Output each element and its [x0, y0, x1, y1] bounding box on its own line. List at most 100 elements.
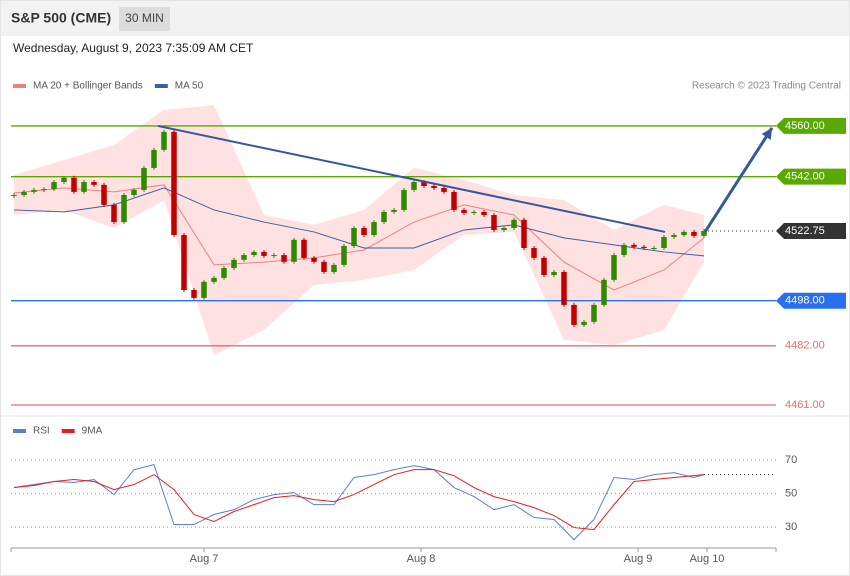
candle — [491, 215, 497, 230]
candle — [21, 191, 27, 195]
candle — [661, 236, 667, 248]
legend-label: MA 20 + Bollinger Bands — [33, 81, 143, 92]
legend-swatch — [154, 84, 168, 88]
candle — [651, 247, 657, 249]
line — [13, 469, 705, 531]
candle — [331, 264, 337, 272]
x-tick-label: Aug 7 — [190, 553, 219, 565]
candle — [51, 182, 57, 190]
arrow — [703, 127, 774, 233]
candle — [81, 182, 87, 192]
line — [13, 464, 705, 541]
candle — [511, 219, 517, 228]
trendline — [157, 124, 666, 233]
candle — [251, 251, 257, 256]
interval-badge[interactable] — [119, 7, 170, 31]
y-tick-label: 70 — [785, 454, 797, 466]
candle — [361, 227, 367, 236]
level-tag — [776, 168, 846, 185]
candle — [701, 230, 707, 236]
level-label: 4498.00 — [785, 295, 825, 307]
candle — [121, 194, 127, 223]
candle — [41, 189, 47, 191]
candle — [691, 231, 697, 236]
candle — [211, 277, 217, 282]
candle — [61, 177, 67, 183]
candle — [141, 167, 147, 190]
instrument-title: S&P 500 (CME) — [11, 10, 111, 26]
candle — [351, 227, 357, 247]
candle — [401, 189, 407, 210]
candle — [441, 187, 447, 192]
bollinger-band — [14, 105, 704, 356]
candle — [531, 247, 537, 258]
candle — [371, 222, 377, 236]
candle — [591, 304, 597, 322]
candle — [341, 246, 347, 265]
candle — [191, 289, 197, 298]
level-tag — [776, 222, 846, 239]
candle — [481, 211, 487, 216]
candle — [601, 279, 607, 305]
moving-average — [13, 187, 705, 257]
candle — [91, 182, 97, 185]
level-label: 4482.00 — [785, 340, 825, 352]
candle — [311, 257, 317, 262]
candle — [561, 271, 567, 305]
moving-average — [13, 184, 705, 291]
timestamp: Wednesday, August 9, 2023 7:35:09 AM CET — [13, 41, 254, 55]
candle — [201, 281, 207, 298]
candle — [431, 185, 437, 188]
candle — [551, 271, 557, 276]
candle — [671, 235, 677, 237]
level-label: 4560.00 — [785, 120, 825, 132]
candle — [301, 239, 307, 258]
candle — [421, 182, 427, 186]
y-tick-label: 30 — [785, 521, 797, 533]
candle — [581, 321, 587, 325]
x-tick-label: Aug 9 — [624, 553, 653, 565]
credit: Research © 2023 Trading Central — [692, 81, 841, 92]
legend-label: 9MA — [82, 426, 103, 437]
candle — [31, 189, 37, 192]
candle — [151, 149, 157, 168]
candle — [181, 235, 187, 290]
level-label: 4522.75 — [785, 225, 825, 237]
x-tick-label: Aug 8 — [407, 553, 436, 565]
candle — [521, 219, 527, 248]
candle — [171, 131, 177, 236]
candle — [241, 255, 247, 260]
candle — [131, 189, 137, 195]
candle — [571, 304, 577, 325]
candle — [71, 177, 77, 192]
x-tick-label: Aug 10 — [690, 553, 725, 565]
candle — [461, 209, 467, 214]
candle — [391, 209, 397, 212]
candle — [321, 261, 327, 272]
candle — [271, 255, 277, 257]
level-tag — [776, 117, 846, 134]
level-tag — [776, 292, 846, 309]
level-label: 4461.00 — [785, 399, 825, 411]
candle — [611, 255, 617, 280]
candle — [281, 255, 287, 262]
candle — [501, 227, 507, 230]
candle — [541, 257, 547, 276]
candle — [641, 246, 647, 248]
candle — [381, 211, 387, 223]
candle — [621, 244, 627, 256]
candle — [451, 191, 457, 210]
candle — [411, 182, 417, 190]
candle — [631, 244, 637, 247]
candle — [261, 251, 267, 256]
y-tick-label: 50 — [785, 487, 797, 499]
legend-swatch — [13, 429, 26, 433]
candle — [111, 204, 117, 223]
candle — [101, 184, 107, 205]
arrow-head — [761, 127, 772, 140]
candle — [471, 211, 477, 214]
candle — [221, 268, 227, 278]
legend-swatch — [13, 84, 26, 88]
